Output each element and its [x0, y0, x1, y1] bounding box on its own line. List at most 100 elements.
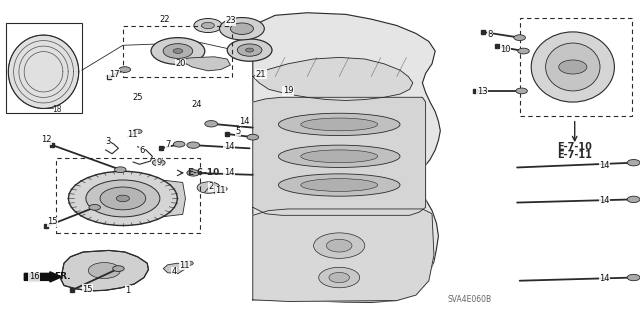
Text: 17: 17 — [109, 70, 119, 78]
Bar — [6, 23, 82, 113]
Text: SVA4E060B: SVA4E060B — [448, 295, 492, 304]
Text: 7: 7 — [165, 140, 170, 149]
Circle shape — [559, 60, 587, 74]
Circle shape — [119, 67, 131, 72]
Text: 10: 10 — [500, 45, 511, 54]
Circle shape — [68, 171, 177, 226]
Text: 4: 4 — [172, 267, 177, 276]
Text: 14: 14 — [224, 142, 234, 151]
Text: 15: 15 — [83, 285, 93, 294]
Polygon shape — [253, 209, 434, 301]
Circle shape — [627, 274, 640, 281]
Ellipse shape — [278, 174, 400, 196]
Circle shape — [237, 44, 262, 56]
Circle shape — [230, 23, 253, 34]
Circle shape — [326, 239, 352, 252]
Text: 13: 13 — [477, 87, 487, 96]
Circle shape — [227, 39, 272, 61]
Circle shape — [115, 167, 126, 173]
Circle shape — [88, 263, 120, 278]
Polygon shape — [8, 35, 79, 108]
Polygon shape — [156, 179, 186, 218]
Circle shape — [133, 129, 142, 134]
Polygon shape — [61, 250, 148, 291]
Text: 24: 24 — [192, 100, 202, 109]
Circle shape — [173, 141, 185, 147]
Text: 14: 14 — [600, 274, 610, 283]
Ellipse shape — [278, 113, 400, 136]
Ellipse shape — [301, 150, 378, 163]
Text: 25: 25 — [132, 93, 143, 102]
Bar — [123, 26, 232, 77]
Circle shape — [100, 187, 146, 210]
Text: 11: 11 — [179, 261, 189, 270]
Circle shape — [314, 233, 365, 258]
Text: 9: 9 — [156, 158, 161, 167]
Text: 22: 22 — [159, 15, 170, 24]
Text: 20: 20 — [175, 59, 186, 68]
Text: 14: 14 — [600, 196, 610, 205]
Bar — [520, 18, 632, 116]
Circle shape — [246, 48, 253, 52]
Polygon shape — [163, 263, 184, 274]
Text: 15: 15 — [47, 217, 58, 226]
Text: E-6-10: E-6-10 — [188, 168, 220, 177]
Text: 8: 8 — [488, 30, 493, 39]
Ellipse shape — [278, 145, 400, 167]
Circle shape — [247, 134, 259, 140]
Circle shape — [220, 18, 264, 40]
Text: E-7-11: E-7-11 — [557, 150, 592, 160]
Circle shape — [184, 261, 193, 265]
Circle shape — [156, 161, 161, 164]
Circle shape — [151, 38, 205, 64]
Circle shape — [329, 272, 349, 283]
Circle shape — [113, 266, 124, 271]
Circle shape — [514, 35, 525, 41]
Text: 3: 3 — [105, 137, 110, 146]
Circle shape — [627, 160, 640, 166]
Circle shape — [86, 180, 160, 217]
Ellipse shape — [301, 179, 378, 191]
Circle shape — [163, 44, 193, 58]
Text: 14: 14 — [600, 161, 610, 170]
Text: 1: 1 — [125, 286, 131, 295]
Circle shape — [89, 204, 100, 210]
Text: 2: 2 — [209, 182, 214, 191]
Bar — [56, 158, 200, 233]
Text: 14: 14 — [224, 168, 234, 177]
FancyArrow shape — [24, 272, 61, 282]
Circle shape — [173, 48, 183, 54]
Circle shape — [218, 187, 227, 191]
Text: 21: 21 — [256, 70, 266, 78]
Text: 23: 23 — [225, 16, 236, 25]
Polygon shape — [253, 13, 440, 302]
Circle shape — [202, 22, 214, 29]
Text: 5: 5 — [236, 127, 241, 136]
Text: 11: 11 — [216, 186, 226, 195]
Circle shape — [518, 48, 529, 54]
Ellipse shape — [301, 118, 378, 131]
Circle shape — [194, 19, 222, 33]
Text: 12: 12 — [42, 135, 52, 144]
Ellipse shape — [545, 43, 600, 91]
Circle shape — [187, 142, 200, 148]
Polygon shape — [253, 97, 426, 215]
Circle shape — [152, 160, 165, 166]
Text: FR.: FR. — [54, 272, 71, 281]
Ellipse shape — [531, 32, 614, 102]
Text: 19: 19 — [283, 86, 293, 95]
Text: 18: 18 — [52, 105, 62, 114]
Circle shape — [197, 182, 220, 193]
Circle shape — [205, 121, 218, 127]
Text: 11: 11 — [127, 130, 138, 139]
Text: 6: 6 — [140, 146, 145, 155]
Polygon shape — [180, 57, 230, 71]
Circle shape — [319, 267, 360, 288]
Circle shape — [516, 88, 527, 94]
Circle shape — [116, 195, 129, 202]
Text: 16: 16 — [29, 272, 39, 281]
Circle shape — [187, 170, 200, 176]
Circle shape — [627, 196, 640, 203]
Text: 14: 14 — [239, 117, 250, 126]
Text: E-7-10: E-7-10 — [557, 142, 592, 152]
